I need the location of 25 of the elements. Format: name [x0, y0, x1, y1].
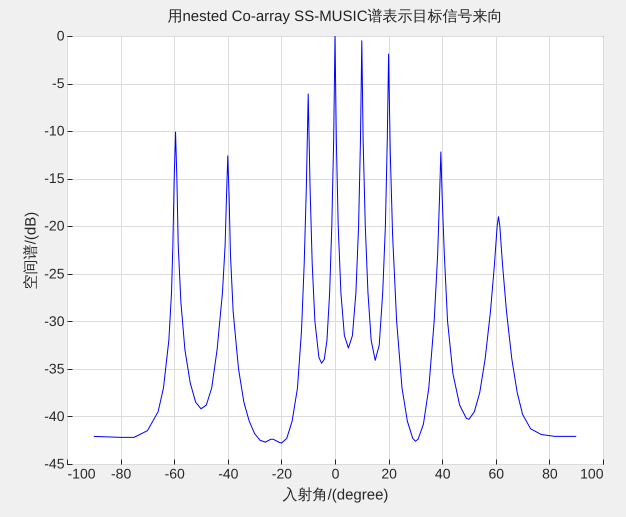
- x-tick-label: -60: [164, 466, 186, 482]
- x-axis-title: 入射角/(degree): [282, 486, 388, 504]
- y-tick-label: -20: [44, 218, 65, 234]
- x-tick-label: -20: [272, 466, 292, 482]
- y-tick-label: -40: [44, 408, 65, 424]
- x-tick-label: 40: [434, 466, 451, 482]
- x-tick-label: 60: [488, 466, 504, 482]
- y-tick-label: -15: [44, 170, 65, 186]
- x-tick-label: 100: [580, 466, 604, 482]
- y-tick-label: -30: [44, 312, 65, 329]
- chart-title: 用nested Co-array SS-MUSIC谱表示目标信号来向: [167, 8, 503, 25]
- x-tick-label: -100: [68, 466, 96, 482]
- y-tick-label: -45: [44, 456, 65, 472]
- y-axis-title: 空间谱/(dB): [22, 212, 40, 290]
- x-tick-label: -80: [110, 466, 132, 482]
- y-tick-label: -25: [44, 265, 65, 282]
- y-tick-label: -5: [52, 75, 65, 92]
- x-tick-label: 80: [542, 466, 558, 482]
- x-tick-label: 20: [381, 466, 398, 482]
- y-tick-label: -35: [44, 360, 65, 376]
- y-tick-label: -10: [44, 122, 65, 139]
- y-tick-label: 0: [56, 28, 65, 44]
- line-series: [93, 36, 577, 444]
- x-tick-label: 0: [332, 466, 340, 482]
- x-tick-label: -40: [218, 466, 239, 482]
